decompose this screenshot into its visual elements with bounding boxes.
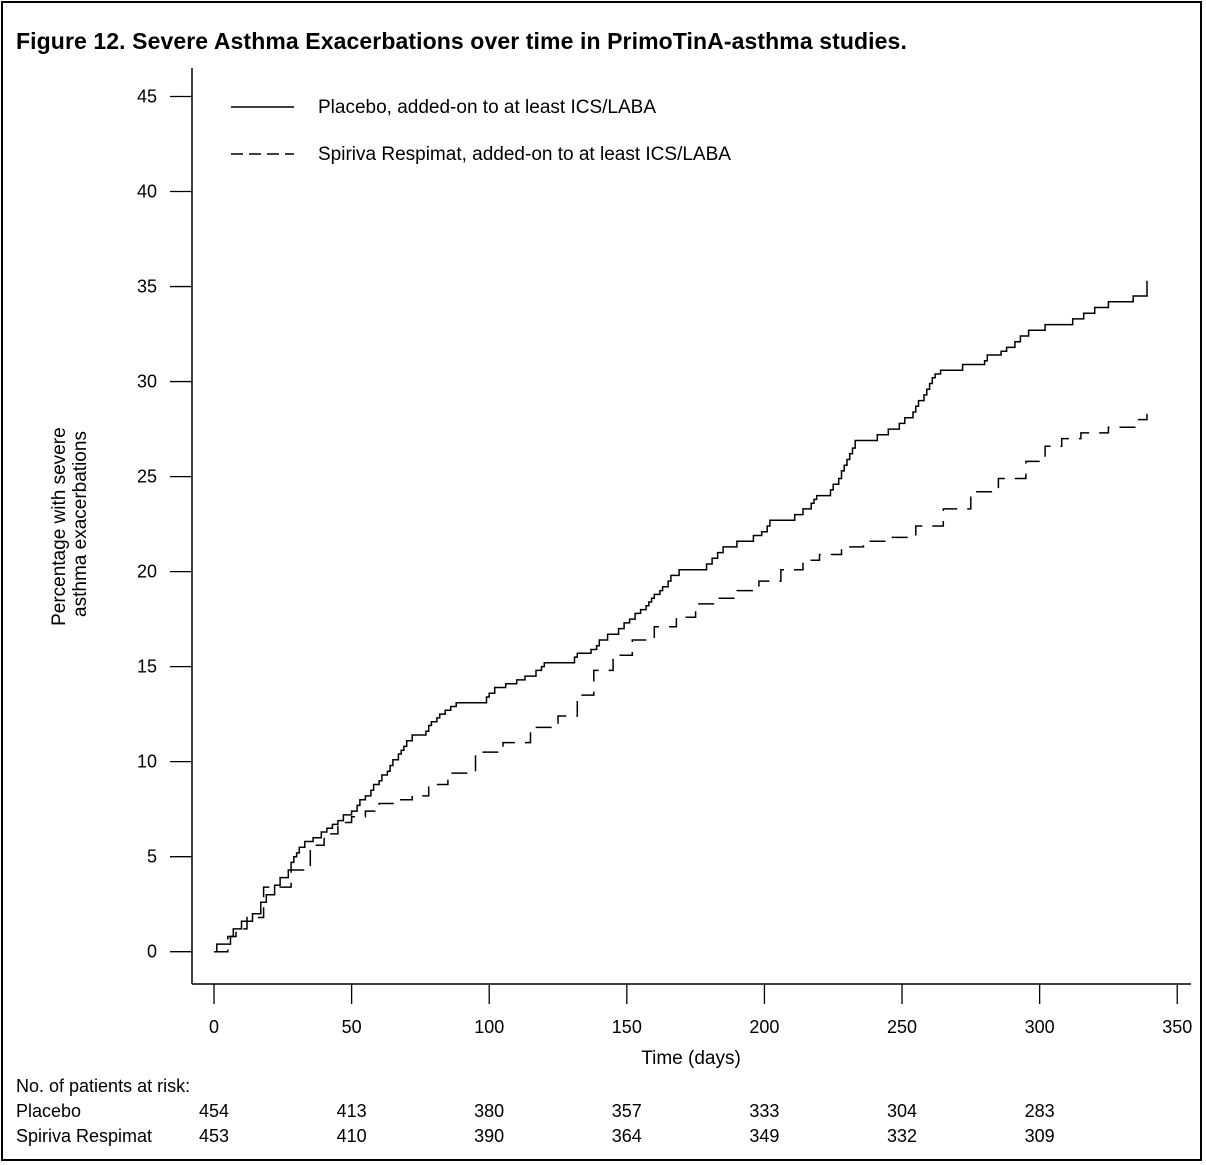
risk-cell-placebo-150: 357 [611,1101,642,1121]
y-tick-label-30: 30 [137,372,157,392]
risk-cell-placebo-200: 333 [749,1101,780,1121]
y-tick-label-5: 5 [147,847,157,867]
risk-cell-spiriva-0: 453 [198,1126,230,1146]
risk-cell-spiriva-300: 309 [1024,1126,1055,1146]
y-tick-label-35: 35 [137,277,157,297]
risk-cell-spiriva-200: 349 [749,1126,780,1146]
y-tick-label-45: 45 [137,87,157,107]
y-tick-label-25: 25 [137,467,157,487]
x-tick-label-100: 100 [474,1017,504,1037]
risk-cell-spiriva-250: 332 [886,1126,918,1146]
legend-label-spiriva: Spiriva Respimat, added-on to at least I… [318,144,731,165]
risk-cell-placebo-50: 413 [336,1101,367,1121]
x-axis-title: Time (days) [641,1048,741,1069]
x-tick-label-50: 50 [342,1017,362,1037]
y-tick-label-0: 0 [147,942,157,962]
x-tick-label-150: 150 [612,1017,642,1037]
y-axis-title: Percentage with severe asthma exacerbati… [49,422,91,626]
y-tick-label-10: 10 [137,752,157,772]
series-line-spiriva [214,413,1148,953]
figure-title: Figure 12. Severe Asthma Exacerbations o… [16,28,907,54]
y-axis-title-line-1: Percentage with severe [49,427,70,626]
x-tick-label-300: 300 [1025,1017,1055,1037]
risk-cell-placebo-0: 454 [198,1101,230,1121]
y-tick-label-20: 20 [137,562,157,582]
y-tick-label-15: 15 [137,657,157,677]
risk-table-heading: No. of patients at risk: [16,1076,191,1096]
y-axis-title-line-2: asthma exacerbations [70,431,91,617]
risk-row-label-spiriva: Spiriva Respimat [16,1126,153,1146]
risk-cell-placebo-300: 283 [1024,1101,1055,1121]
y-tick-label-40: 40 [137,182,157,202]
x-tick-label-350: 350 [1162,1017,1192,1037]
legend-label-placebo: Placebo, added-on to at least ICS/LABA [318,97,656,118]
risk-row-label-placebo: Placebo [16,1101,82,1121]
legend: Placebo, added-on to at least ICS/LABA Sp… [231,97,731,165]
risk-cell-spiriva-100: 390 [474,1126,505,1146]
series-layer [214,280,1148,953]
risk-cell-spiriva-150: 364 [611,1126,642,1146]
series-line-placebo [214,280,1148,953]
x-tick-label-250: 250 [887,1017,917,1037]
risk-cell-placebo-250: 304 [886,1101,918,1121]
x-tick-label-200: 200 [749,1017,779,1037]
risk-cell-placebo-100: 380 [474,1101,505,1121]
x-tick-label-0: 0 [209,1017,219,1037]
axes: 0 5 10 15 20 25 30 35 40 45 0 50 100 150 200 250 300 350 [137,68,1192,1037]
risk-cell-spiriva-50: 410 [336,1126,367,1146]
